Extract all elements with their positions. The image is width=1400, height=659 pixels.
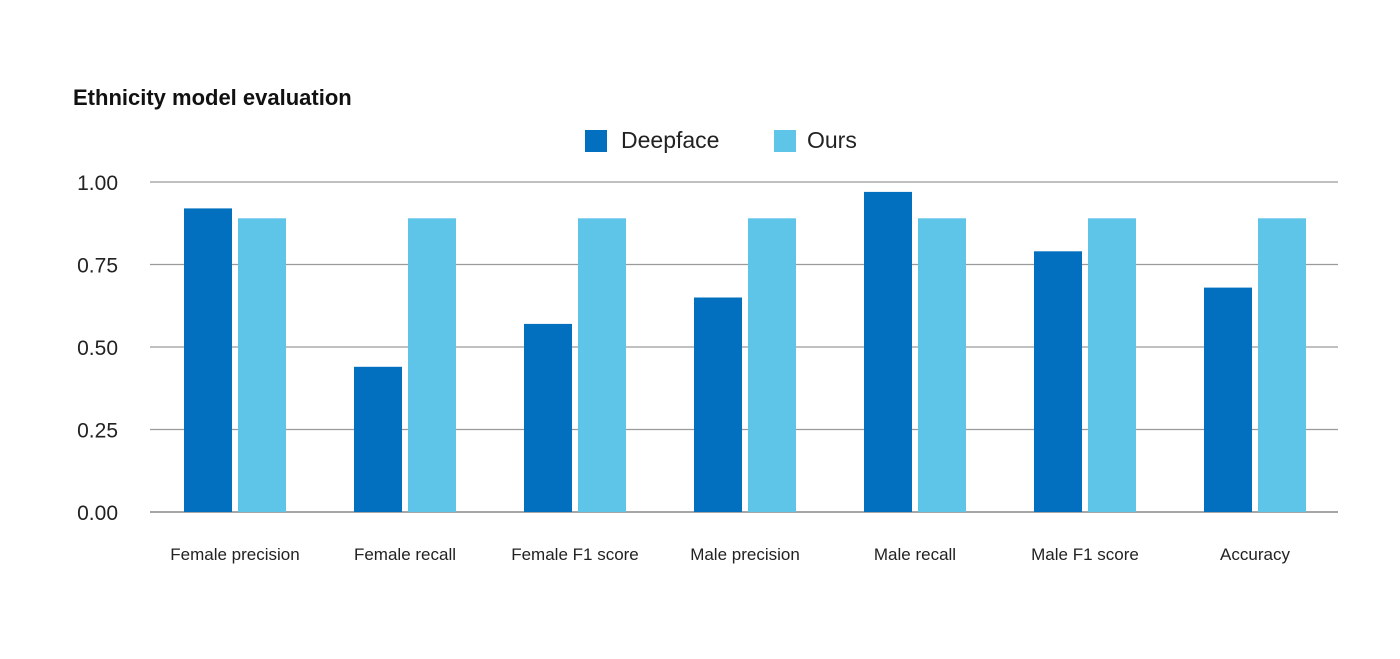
x-tick-label: Female precision	[170, 545, 299, 564]
bar-deepface-female-precision	[184, 208, 232, 512]
gridlines	[150, 181, 1338, 513]
legend-label-ours: Ours	[807, 127, 857, 153]
bar-ours-female-f1-score	[578, 218, 626, 513]
bar-ours-male-precision	[748, 218, 796, 513]
y-tick-label: 0.75	[77, 255, 118, 278]
x-tick-label: Male precision	[690, 545, 800, 564]
bar-deepface-male-precision	[694, 297, 742, 512]
chart-title: Ethnicity model evaluation	[73, 85, 352, 110]
legend: Deepface Ours	[585, 127, 857, 153]
bars	[184, 191, 1306, 513]
x-axis: Female precision Female recall Female F1 s…	[170, 545, 1290, 564]
y-tick-label: 0.25	[77, 420, 118, 443]
y-tick-label: 1.00	[77, 172, 118, 195]
y-axis: 0.00 0.25 0.50 0.75 1.00	[77, 172, 118, 525]
bar-ours-male-f1-score	[1088, 218, 1136, 513]
bar-deepface-accuracy	[1204, 287, 1252, 512]
bar-ours-female-recall	[408, 218, 456, 513]
bar-ours-accuracy	[1258, 218, 1306, 513]
legend-swatch-ours	[774, 130, 796, 152]
bar-ours-female-precision	[238, 218, 286, 513]
bar-deepface-female-recall	[354, 366, 402, 512]
x-tick-label: Male F1 score	[1031, 545, 1139, 564]
y-tick-label: 0.00	[77, 502, 118, 525]
x-tick-label: Accuracy	[1220, 545, 1290, 564]
bar-deepface-female-f1-score	[524, 323, 572, 512]
bar-deepface-male-recall	[864, 191, 912, 512]
x-tick-label: Female recall	[354, 545, 456, 564]
bar-ours-male-recall	[918, 218, 966, 513]
legend-swatch-deepface	[585, 130, 607, 152]
y-tick-label: 0.50	[77, 337, 118, 360]
x-tick-label: Male recall	[874, 545, 956, 564]
x-tick-label: Female F1 score	[511, 545, 639, 564]
bar-deepface-male-f1-score	[1034, 251, 1082, 513]
legend-label-deepface: Deepface	[621, 127, 719, 153]
